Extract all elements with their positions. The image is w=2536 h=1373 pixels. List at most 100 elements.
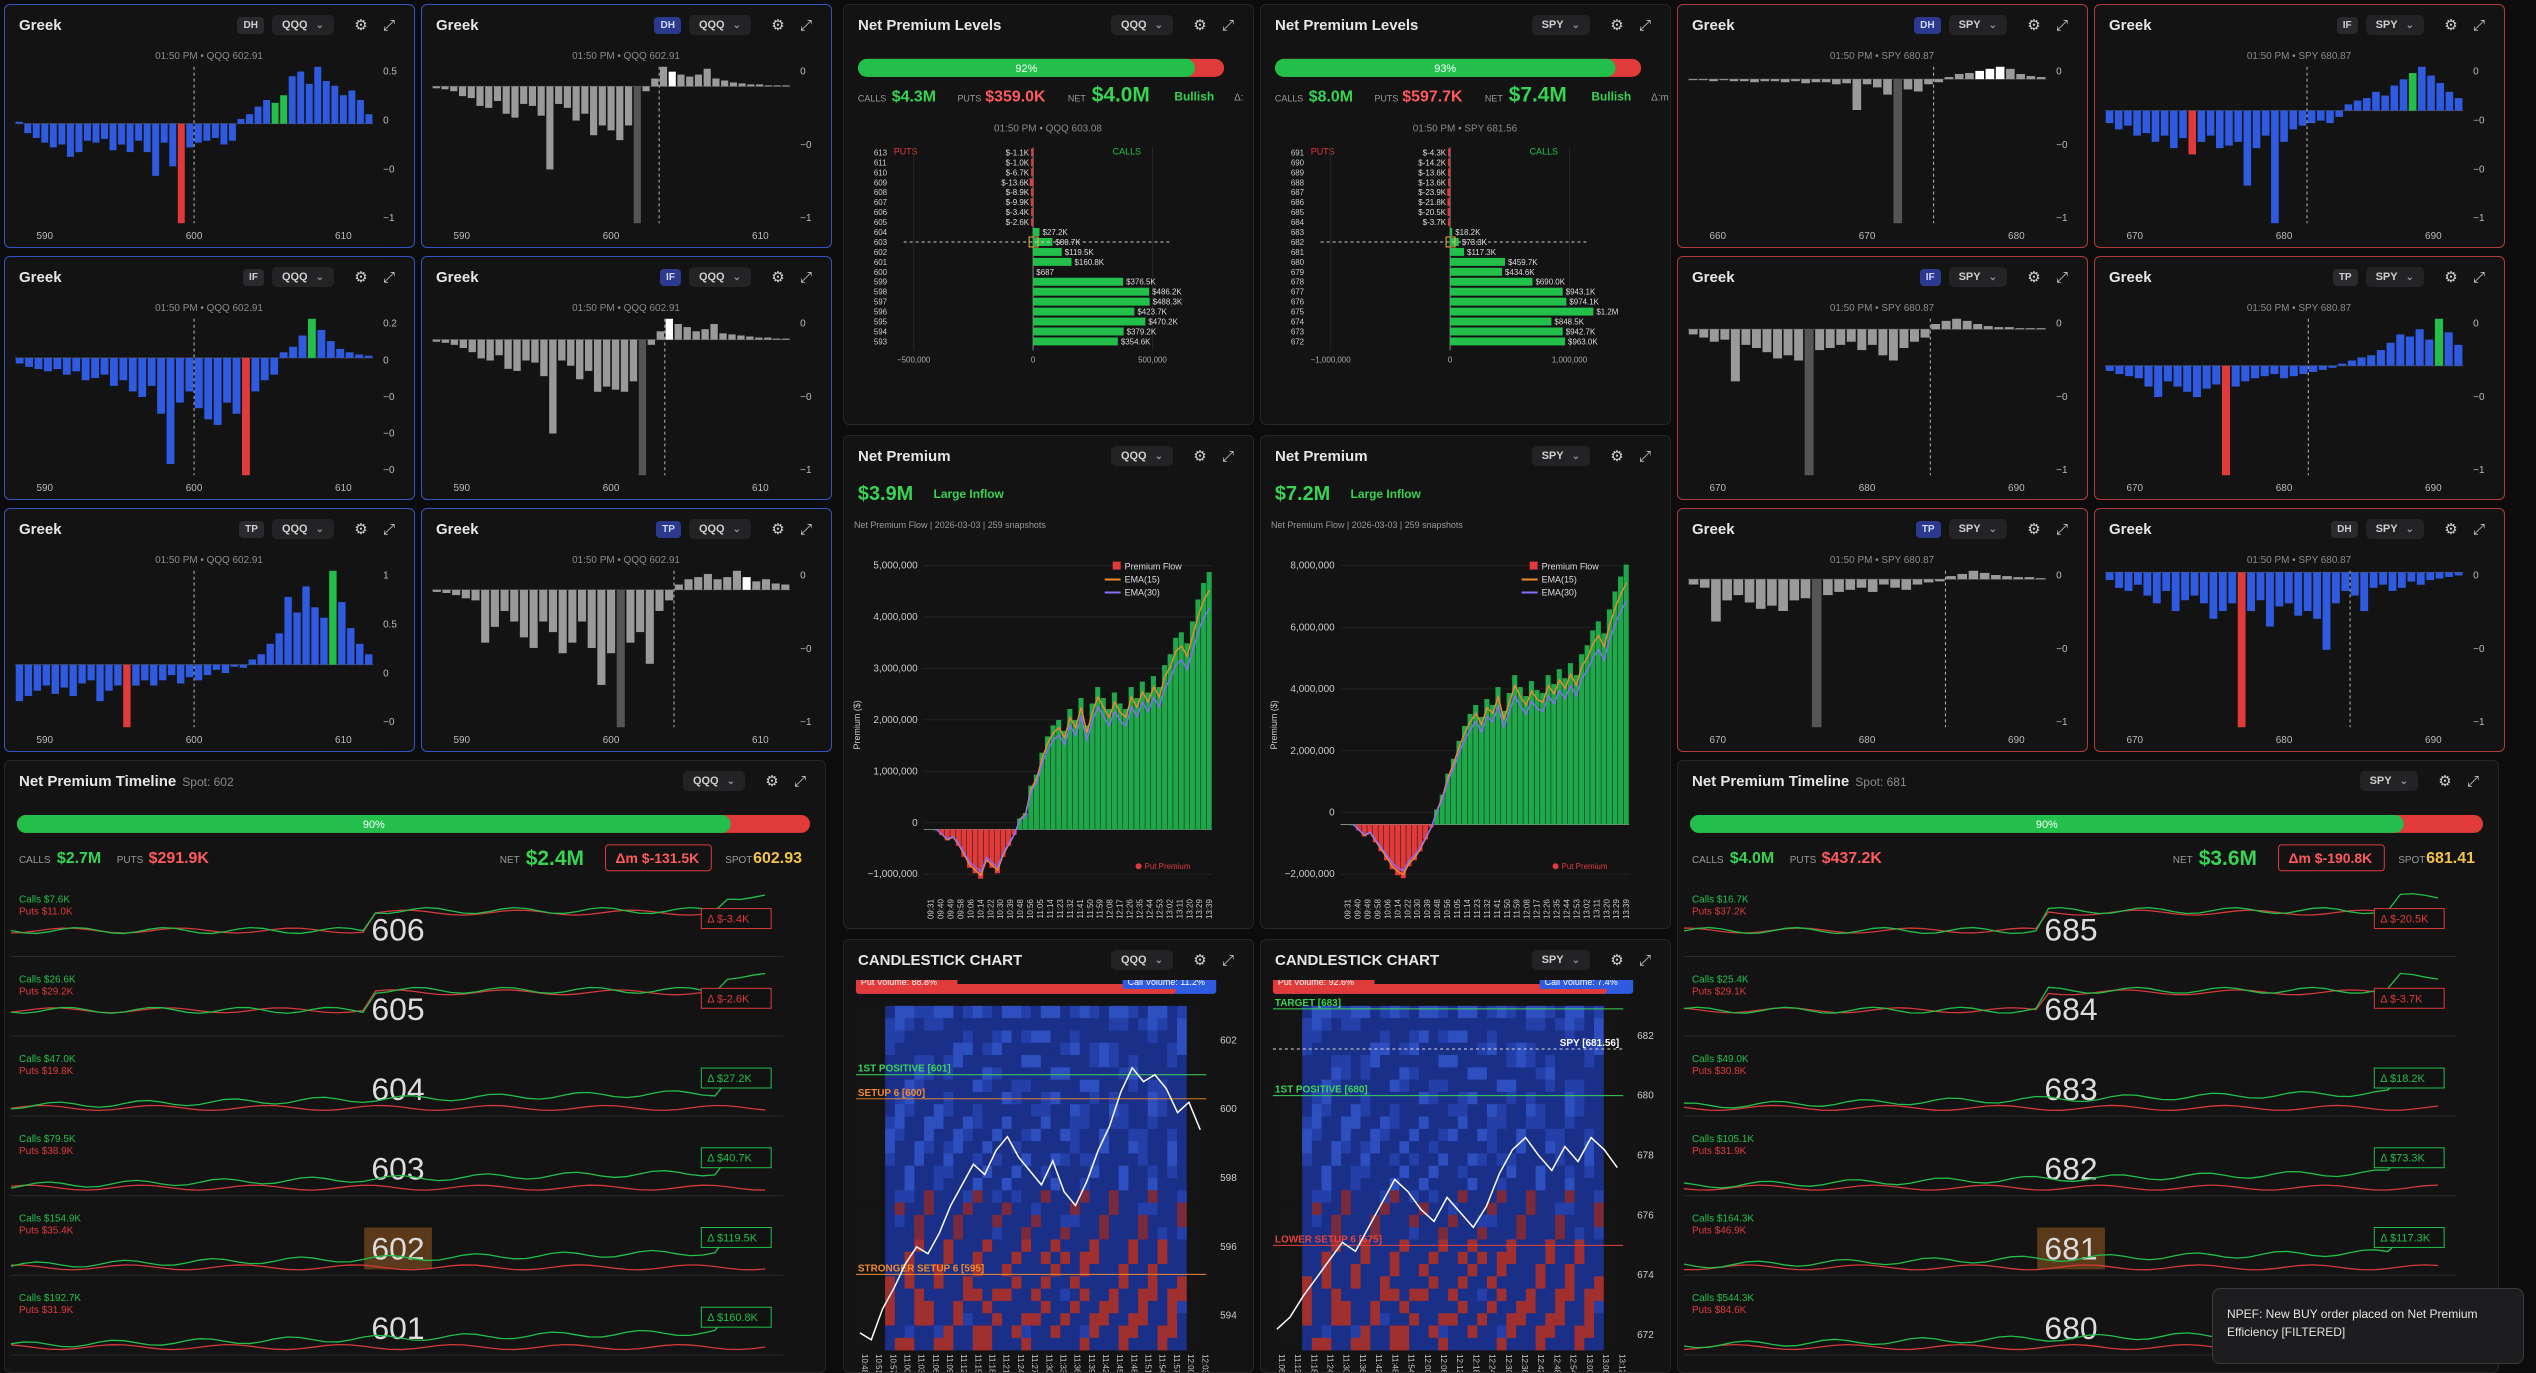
symbol-select[interactable]: SPY ⌄: [1948, 15, 2007, 35]
expand-icon[interactable]: ⤢: [2472, 268, 2485, 286]
greek-bar: [1767, 579, 1777, 606]
gear-icon[interactable]: ⚙: [2027, 17, 2041, 34]
mode-badge[interactable]: IF: [1919, 268, 1941, 286]
mode-badge[interactable]: TP: [239, 520, 264, 538]
symbol-select[interactable]: QQQ ⌄: [688, 267, 751, 287]
gear-icon[interactable]: ⚙: [771, 521, 785, 538]
heatmap-cell: [904, 1264, 915, 1277]
expand-icon[interactable]: ⤢: [799, 268, 812, 286]
calls-value: $2.7M: [57, 850, 101, 867]
mode-badge[interactable]: DH: [1914, 16, 1941, 34]
heatmap-cell: [953, 1300, 964, 1314]
mode-badge[interactable]: DH: [237, 16, 264, 34]
expand-icon[interactable]: ⤢: [382, 268, 395, 286]
mode-badge[interactable]: TP: [656, 520, 681, 538]
symbol-select[interactable]: QQQ ⌄: [1110, 446, 1173, 466]
gear-icon[interactable]: ⚙: [1610, 17, 1624, 34]
row-puts-text: Puts $84.6K: [1692, 1305, 1747, 1316]
gear-icon[interactable]: ⚙: [2444, 17, 2458, 34]
expand-icon[interactable]: ⤢: [2055, 268, 2068, 286]
gear-icon[interactable]: ⚙: [2444, 269, 2458, 286]
symbol-select[interactable]: QQQ ⌄: [688, 15, 751, 35]
heatmap-cell: [1545, 1276, 1556, 1289]
puts-line: [10, 1343, 766, 1351]
mode-badge[interactable]: IF: [2336, 16, 2358, 34]
heatmap-cell: [1099, 1067, 1110, 1080]
expand-icon[interactable]: ⤢: [799, 520, 812, 538]
symbol-select[interactable]: SPY ⌄: [1948, 267, 2007, 287]
expand-icon[interactable]: ⤢: [1638, 16, 1651, 34]
expand-icon[interactable]: ⤢: [793, 772, 806, 790]
symbol-select[interactable]: QQQ ⌄: [688, 519, 751, 539]
gear-icon[interactable]: ⚙: [2027, 521, 2041, 538]
expand-icon[interactable]: ⤢: [2472, 520, 2485, 538]
heatmap-cell: [885, 1214, 896, 1228]
greek-bar: [645, 589, 654, 664]
mode-badge[interactable]: TP: [1915, 520, 1941, 538]
expand-icon[interactable]: ⤢: [1221, 447, 1234, 465]
heatmap-cell: [1535, 1227, 1546, 1240]
expand-icon[interactable]: ⤢: [1638, 447, 1651, 465]
mode-badge[interactable]: TP: [2332, 268, 2358, 286]
symbol-select[interactable]: QQQ ⌄: [271, 15, 334, 35]
gear-icon[interactable]: ⚙: [771, 17, 785, 34]
mode-badge[interactable]: DH: [2331, 520, 2358, 538]
expand-icon[interactable]: ⤢: [382, 16, 395, 34]
heatmap-cell: [1555, 1165, 1566, 1179]
notification-toast[interactable]: NPEF: New BUY order placed on Net Premiu…: [2212, 1288, 2524, 1364]
heatmap-cell: [1292, 1227, 1303, 1240]
heatmap-cell: [1292, 1313, 1303, 1326]
gear-icon[interactable]: ⚙: [2027, 269, 2041, 286]
expand-icon[interactable]: ⤢: [1638, 951, 1651, 969]
expand-icon[interactable]: ⤢: [2055, 520, 2068, 538]
x-tick-label: 10:48: [860, 1354, 869, 1372]
symbol-select[interactable]: SPY ⌄: [2365, 15, 2424, 35]
expand-icon[interactable]: ⤢: [2055, 16, 2068, 34]
gear-icon[interactable]: ⚙: [1610, 448, 1624, 465]
symbol-select[interactable]: SPY ⌄: [2365, 267, 2424, 287]
gear-icon[interactable]: ⚙: [1193, 448, 1207, 465]
heatmap-cell: [992, 1153, 1003, 1166]
gear-icon[interactable]: ⚙: [771, 269, 785, 286]
y-tick-label: 0: [383, 668, 389, 679]
calls-line: [1683, 972, 2439, 1014]
heatmap-cell: [1428, 1128, 1439, 1142]
gear-icon[interactable]: ⚙: [1193, 17, 1207, 34]
heatmap-cell: [1496, 1030, 1507, 1044]
gear-icon[interactable]: ⚙: [354, 269, 368, 286]
expand-icon[interactable]: ⤢: [1221, 951, 1234, 969]
x-tick-label: 590: [454, 231, 471, 242]
mode-badge[interactable]: DH: [654, 16, 681, 34]
symbol-select[interactable]: QQQ ⌄: [1110, 950, 1173, 970]
gear-icon[interactable]: ⚙: [1610, 952, 1624, 969]
mode-badge[interactable]: IF: [243, 268, 264, 286]
expand-icon[interactable]: ⤢: [799, 16, 812, 34]
mode-badge[interactable]: IF: [660, 268, 681, 286]
gear-icon[interactable]: ⚙: [2444, 521, 2458, 538]
gear-icon[interactable]: ⚙: [354, 521, 368, 538]
greek-bar: [1857, 329, 1867, 351]
symbol-select[interactable]: QQQ ⌄: [1110, 15, 1173, 35]
symbol-select[interactable]: SPY ⌄: [1531, 15, 1590, 35]
expand-icon[interactable]: ⤢: [382, 520, 395, 538]
symbol-select[interactable]: SPY ⌄: [2359, 771, 2418, 791]
symbol-select[interactable]: QQQ ⌄: [271, 519, 334, 539]
greek-bar: [308, 318, 316, 358]
heatmap-cell: [953, 1055, 964, 1068]
gear-icon[interactable]: ⚙: [765, 773, 779, 790]
expand-icon[interactable]: ⤢: [2466, 772, 2479, 790]
heatmap-cell: [1350, 1313, 1361, 1326]
gear-icon[interactable]: ⚙: [1193, 952, 1207, 969]
symbol-select[interactable]: SPY ⌄: [1531, 446, 1590, 466]
greek-bar: [647, 339, 656, 345]
expand-icon[interactable]: ⤢: [1221, 16, 1234, 34]
symbol-select[interactable]: QQQ ⌄: [271, 267, 334, 287]
symbol-select[interactable]: QQQ ⌄: [682, 771, 745, 791]
heatmap-cell: [1128, 1128, 1139, 1142]
symbol-select[interactable]: SPY ⌄: [1948, 519, 2007, 539]
gear-icon[interactable]: ⚙: [354, 17, 368, 34]
expand-icon[interactable]: ⤢: [2472, 16, 2485, 34]
symbol-select[interactable]: SPY ⌄: [2365, 519, 2424, 539]
symbol-select[interactable]: SPY ⌄: [1531, 950, 1590, 970]
gear-icon[interactable]: ⚙: [2438, 773, 2452, 790]
